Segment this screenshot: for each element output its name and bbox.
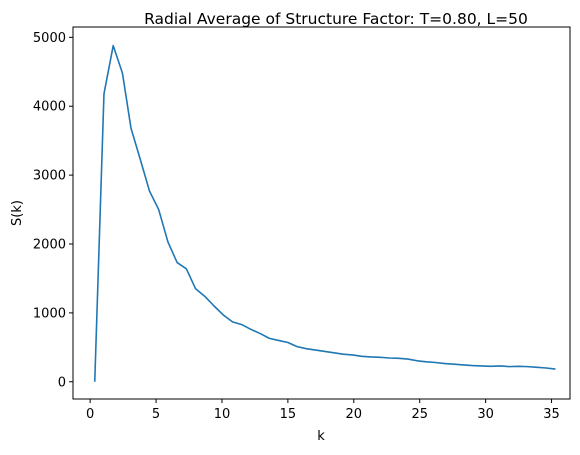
y-tick-label: 0 [58,375,66,390]
x-axis-label: k [317,429,325,444]
y-tick-label: 4000 [33,100,66,115]
series-line-0 [93,44,556,382]
x-axis-ticks: 0 5 10 15 20 25 30 35 [86,399,560,422]
x-tick-label: 30 [477,407,494,422]
y-tick-label: 3000 [33,169,66,184]
y-tick-label: 1000 [33,306,66,321]
axes-frame [72,26,571,400]
x-tick-label: 25 [411,407,428,422]
chart-title: Radial Average of Structure Factor: T=0.… [144,10,528,28]
x-tick-label: 20 [346,407,363,422]
x-tick-label: 10 [214,407,231,422]
plot-area [93,44,556,382]
y-axis-ticks: 0 1000 2000 3000 4000 5000 [33,31,73,390]
x-tick-label: 35 [543,407,560,422]
y-tick-label: 2000 [33,238,66,253]
x-tick-label: 5 [152,407,160,422]
y-axis-label: S(k) [10,200,25,226]
y-tick-label: 5000 [33,31,66,46]
x-tick-label: 0 [86,407,94,422]
x-tick-label: 15 [280,407,297,422]
